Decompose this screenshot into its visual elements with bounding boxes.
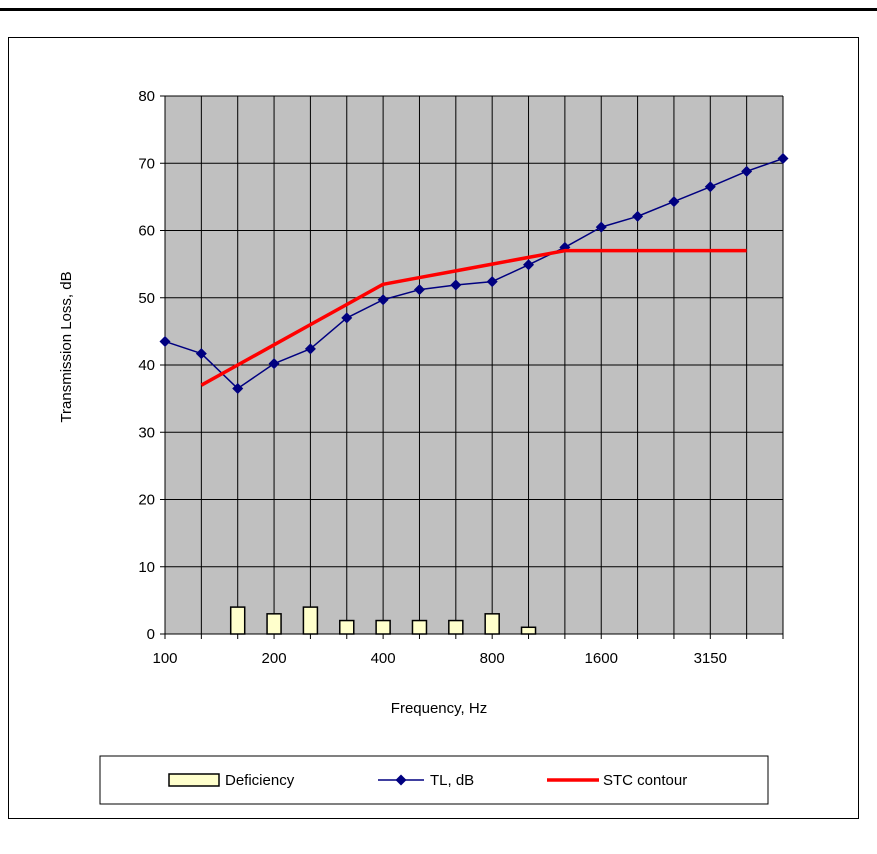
chart-frame: 0 10 20 30 40 50 60 70 80 100 200 400 800 1600 3150 Tr… [8,37,859,819]
tl-point [195,348,207,360]
y-tick-label: 80 [138,88,155,105]
deficiency-bar [375,619,391,635]
deficiency-bar [229,606,246,635]
tl-point [450,279,462,291]
tl-point [268,358,280,370]
stc-contour-line [200,248,747,387]
tl-point [595,221,607,233]
deficiency-bar [339,619,355,635]
y-tick-label: 40 [138,357,155,374]
deficiency-bar [266,613,282,635]
deficiency-bar [448,619,464,635]
x-tick-label: 800 [480,650,505,667]
top-rule [0,8,877,11]
x-tick-label: 400 [371,650,396,667]
tl-point [232,383,244,395]
tl-line [164,157,784,390]
deficiency-bar [520,626,537,635]
tl-point [668,196,680,208]
y-axis-title: Transmission Loss, dB [58,271,75,422]
y-tick-label: 10 [138,559,155,576]
deficiency-bar [302,606,319,635]
y-tick-label: 60 [138,223,155,240]
chart-svg: 0 10 20 30 40 50 60 70 80 100 200 400 800 1600 3150 Tr… [58,88,789,805]
tl-point [304,343,316,355]
legend-label: Deficiency [225,772,295,789]
tl-point [777,153,789,165]
x-tick-label: 1600 [585,650,618,667]
tl-point [741,165,753,177]
deficiency-bar [411,619,428,635]
y-tick-label: 50 [138,290,155,307]
x-tick-label: 3150 [694,650,727,667]
tl-point [377,294,389,306]
deficiency-bar [484,613,500,635]
tl-point [413,284,425,296]
tl-point [704,181,716,193]
tl-point [632,210,644,222]
legend-swatch-deficiency [168,773,220,787]
tl-point [159,335,171,347]
legend-label: STC contour [603,772,687,789]
legend: Deficiency TL, dB STC contour [99,755,769,805]
x-tick-label: 200 [262,650,287,667]
tl-point [523,259,535,271]
legend-marker-tl [395,774,407,786]
plot-area: 0 10 20 30 40 50 60 70 80 100 200 400 800 1600 3150 [138,88,789,667]
tl-point [341,312,353,324]
y-tick-label: 0 [147,626,155,643]
legend-label: TL, dB [430,772,474,789]
y-tick-label: 30 [138,424,155,441]
tl-point [486,276,498,288]
y-tick-label: 20 [138,492,155,509]
x-axis-title: Frequency, Hz [391,700,487,717]
y-tick-label: 70 [138,155,155,172]
x-tick-label: 100 [152,650,177,667]
